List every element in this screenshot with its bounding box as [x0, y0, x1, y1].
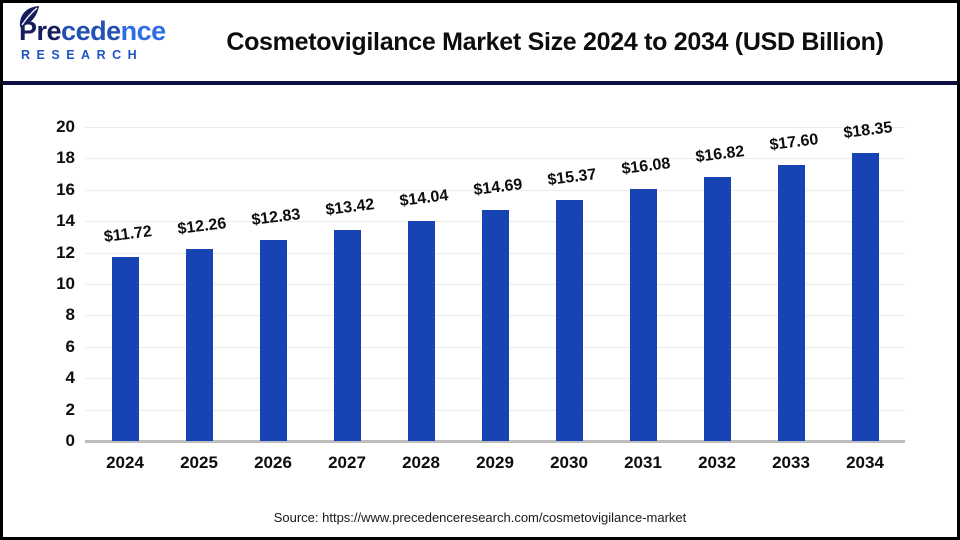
- bar: [111, 256, 139, 441]
- header: Precedence RESEARCH Cosmetovigilance Mar…: [3, 3, 957, 81]
- source-text: Source: https://www.precedenceresearch.c…: [273, 510, 687, 525]
- y-axis-tick-label: 16: [56, 179, 75, 199]
- logo-subtitle: RESEARCH: [21, 48, 144, 62]
- logo-text-part2: cede: [61, 16, 121, 46]
- y-axis-tick-label: 18: [56, 148, 75, 168]
- x-axis-tick-label: 2026: [254, 453, 292, 472]
- bar: [481, 210, 509, 441]
- gridline: [85, 189, 905, 191]
- bar-value-label: $18.35: [842, 118, 894, 142]
- bar: [555, 199, 583, 441]
- x-axis-tick-label: 2031: [624, 453, 662, 472]
- x-axis-tick-label: 2034: [846, 453, 884, 472]
- header-divider: [3, 81, 957, 85]
- x-axis-tick-label: 2033: [772, 453, 810, 472]
- gridline: [85, 158, 905, 160]
- logo-text-part3: nce: [120, 16, 167, 46]
- gridline: [85, 127, 905, 128]
- bar: [407, 220, 435, 441]
- bar: [259, 239, 287, 441]
- x-axis-tick-label: 2027: [328, 453, 366, 472]
- bar: [629, 188, 657, 441]
- chart-title: Cosmetovigilance Market Size 2024 to 203…: [226, 27, 884, 56]
- bar: [333, 230, 361, 441]
- x-axis-tick-label: 2032: [698, 453, 736, 472]
- bar-chart: 0 2 4 6 8 10 12 14 16 18 20 2024 $11.72 2025 $12.26 202…: [3, 3, 957, 537]
- x-axis-tick-label: 2029: [476, 453, 514, 472]
- bar: [185, 248, 213, 441]
- logo-wordmark: Precedence: [19, 6, 179, 47]
- y-axis-tick-label: 0: [65, 431, 75, 450]
- y-axis-tick-label: 8: [65, 305, 75, 325]
- y-axis-tick-label: 20: [56, 117, 75, 136]
- y-axis-tick-label: 4: [65, 368, 75, 388]
- y-axis-tick-label: 2: [65, 399, 75, 419]
- x-axis-tick-label: 2025: [180, 453, 218, 472]
- y-axis-tick-label: 12: [56, 242, 75, 262]
- bar: [703, 176, 731, 441]
- bar: [851, 152, 879, 441]
- x-axis-tick-label: 2028: [402, 453, 440, 472]
- y-axis-tick-label: 6: [65, 336, 75, 356]
- bar: [777, 164, 805, 441]
- leaf-icon: [18, 4, 40, 36]
- x-axis-tick-label: 2024: [106, 453, 144, 472]
- x-axis-line: [85, 440, 905, 443]
- y-axis-tick-label: 10: [56, 274, 75, 293]
- x-axis-tick-label: 2030: [550, 453, 588, 472]
- y-axis-tick-label: 14: [56, 211, 75, 231]
- precedence-research-logo: Precedence RESEARCH: [19, 6, 179, 73]
